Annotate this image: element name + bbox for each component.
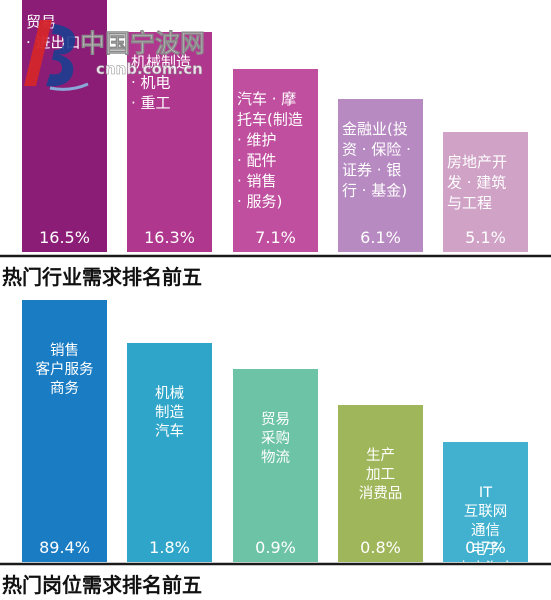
- position-bar-label-2: 机械制造汽车: [155, 385, 184, 440]
- position-bar-label-3: 贸易采购物流: [261, 411, 290, 466]
- position-value-label-2: 1.8%: [149, 538, 190, 557]
- logo-url-text: cnnb.com.cn: [96, 60, 203, 78]
- position-bar-2: [127, 343, 212, 562]
- industry-value-label-1: 16.5%: [39, 228, 90, 247]
- industry-bar-label-2: 机械制造· 机电· 重工: [131, 53, 191, 112]
- industry-bar-label-3: 汽车 · 摩托车(制造· 维护· 配件· 销售· 服务): [237, 90, 303, 211]
- logo-brand-text: 中国宁波网: [80, 29, 205, 58]
- position-bar-label-1: 销售客户服务商务: [36, 342, 94, 397]
- industry-bar-label-4: 金融业(投资 · 保险 ·证券 · 银行 · 基金): [342, 120, 411, 200]
- industry-value-label-4: 6.1%: [360, 228, 401, 247]
- logo-emblem: [24, 20, 89, 91]
- position-bar-4: [338, 405, 423, 562]
- industry-bar-4: [338, 99, 423, 252]
- position-bar-1: [22, 300, 107, 562]
- industry-bar-5: [443, 132, 528, 252]
- position-chart: 销售客户服务商务 89.4% 机械制造汽车 1.8% 贸易采购物流 0.9% 生产加工消费品…: [0, 300, 551, 597]
- position-bars: 销售客户服务商务 89.4% 机械制造汽车 1.8% 贸易采购物流 0.9% 生产加工消费品…: [22, 300, 528, 577]
- industry-bar-2: [127, 32, 212, 252]
- industry-bar-label-5: 房地产开发 · 建筑与工程: [447, 153, 507, 212]
- position-chart-title: 热门岗位需求排名前五: [2, 573, 202, 597]
- industry-value-label-5: 5.1%: [465, 228, 506, 247]
- industry-value-label-2: 16.3%: [144, 228, 195, 247]
- position-value-label-3: 0.9%: [255, 538, 296, 557]
- industry-chart-title: 热门行业需求排名前五: [2, 265, 202, 289]
- position-bar-5: [443, 442, 528, 562]
- position-value-label-4: 0.8%: [360, 538, 401, 557]
- industry-value-label-3: 7.1%: [255, 228, 296, 247]
- position-value-label-1: 89.4%: [39, 538, 90, 557]
- industry-bar-3: [233, 69, 318, 252]
- position-bar-3: [233, 369, 318, 562]
- position-bar-label-4: 生产加工消费品: [359, 447, 403, 502]
- site-logo: 中国宁波网 cnnb.com.cn: [24, 20, 205, 91]
- position-value-label-5: 0.7%: [465, 538, 506, 557]
